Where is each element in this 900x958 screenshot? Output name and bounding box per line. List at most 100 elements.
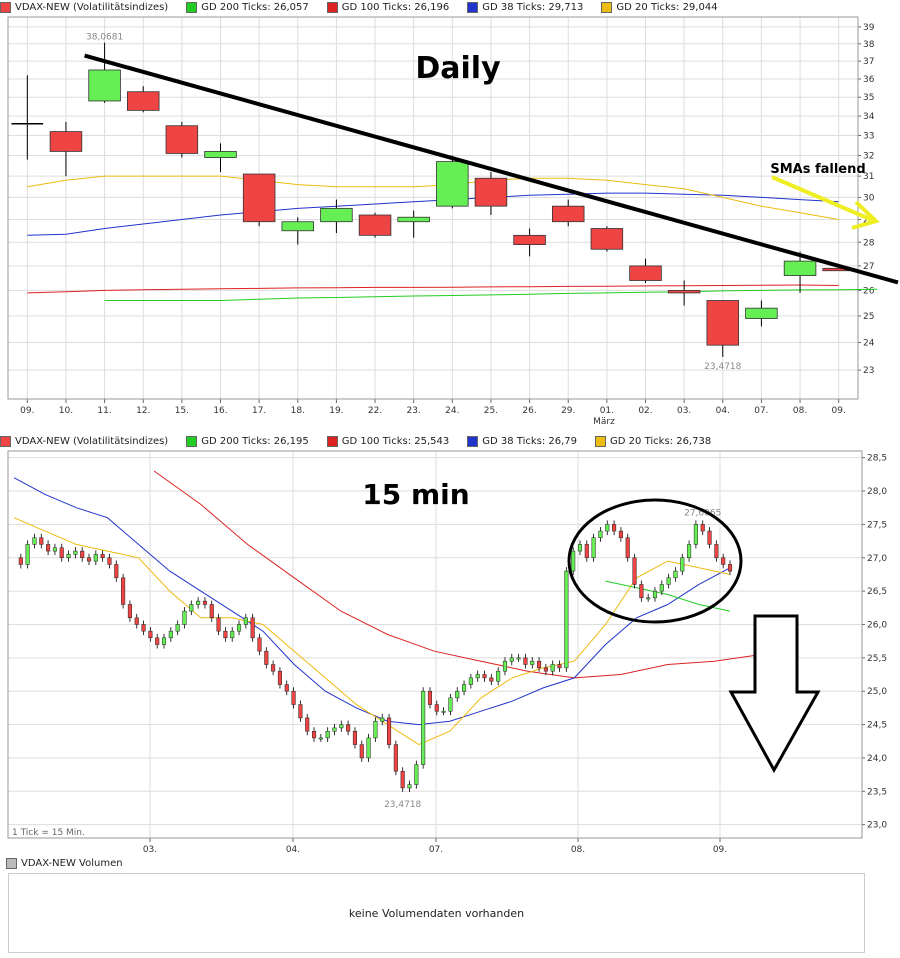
candle-body	[291, 690, 296, 705]
x-tick-label: 17.	[252, 406, 266, 416]
candle-body	[721, 557, 726, 565]
candle-body	[216, 617, 221, 632]
y-tick-label: 27,0	[867, 554, 887, 564]
legend-swatch	[326, 435, 338, 447]
tick-note: 1 Tick = 15 Min.	[12, 828, 85, 838]
x-tick-label: 19.	[329, 406, 343, 416]
candle-body	[632, 557, 637, 585]
legend-item: GD 38 Ticks: 29,713	[467, 1, 584, 13]
candle-body	[714, 544, 719, 559]
legend-item: GD 200 Ticks: 26,195	[186, 435, 309, 447]
candle-body	[502, 660, 508, 672]
candle-body	[612, 524, 617, 532]
candle-body	[475, 674, 480, 679]
candle-body	[687, 544, 692, 559]
candle-body	[537, 660, 542, 669]
y-tick-label: 35	[863, 93, 874, 103]
legend-label: VDAX-NEW (Volatilitätsindizes)	[15, 1, 169, 13]
y-tick-label: 33	[863, 131, 874, 141]
y-tick-label: 23,5	[867, 787, 887, 797]
y-tick-label: 28,5	[867, 454, 887, 464]
x-tick-label: 11.	[97, 406, 111, 416]
candle-body	[509, 657, 514, 662]
x-tick-label: 12.	[136, 406, 150, 416]
legend-label: GD 38 Ticks: 26,79	[482, 435, 578, 447]
candle-body	[557, 664, 562, 669]
candle-body	[598, 530, 603, 538]
legend-swatch	[601, 1, 613, 13]
candle-body	[455, 690, 460, 699]
candle-body	[271, 664, 276, 672]
candle-body	[427, 690, 433, 705]
candle-body	[284, 684, 289, 692]
legend-label: GD 38 Ticks: 29,713	[482, 1, 584, 13]
candle-body	[39, 537, 44, 545]
candle-body	[496, 670, 501, 682]
candle-body	[434, 704, 439, 712]
candle-body	[52, 547, 57, 552]
candle-body	[277, 670, 282, 685]
candle-body	[666, 577, 671, 585]
candle-body	[25, 544, 30, 565]
y-tick-label: 25,0	[867, 687, 887, 697]
x-tick-label: 07.	[429, 845, 443, 855]
candle-body	[680, 557, 685, 572]
candle-body	[629, 265, 662, 281]
candle-body	[380, 717, 385, 722]
y-tick-label: 31	[863, 172, 874, 182]
candle-body	[693, 524, 698, 545]
candle-body	[257, 637, 262, 652]
candle-body	[513, 234, 546, 245]
candle-body	[414, 764, 419, 785]
candle-body	[332, 727, 337, 732]
x-tick-label: 08.	[793, 406, 807, 416]
legend-item: GD 200 Ticks: 26,057	[186, 1, 309, 13]
value-label: 23,4718	[384, 800, 421, 810]
legend-item: GD 38 Ticks: 26,79	[467, 435, 578, 447]
candle-body	[516, 657, 521, 660]
legend-label: GD 200 Ticks: 26,057	[201, 1, 309, 13]
sma-annotation: SMAs fallend	[770, 162, 865, 177]
highlight-ellipse	[567, 498, 743, 624]
y-tick-label: 37	[863, 57, 874, 67]
y-tick-label: 24,5	[867, 721, 887, 731]
x-tick-label: 09.	[713, 845, 727, 855]
candle-body	[127, 604, 132, 619]
legend-swatch	[467, 435, 479, 447]
y-tick-label: 32	[863, 151, 874, 161]
plot-frame	[7, 450, 863, 839]
candle-body	[448, 697, 453, 712]
ma-line-gd100	[27, 284, 839, 294]
candle-body	[209, 604, 214, 619]
legend-item: GD 100 Ticks: 25,543	[326, 435, 449, 447]
volume-panel: keine Volumendaten vorhanden	[8, 873, 865, 953]
candle-body	[584, 544, 589, 559]
legend-swatch	[326, 1, 338, 13]
ma-line-gd38	[27, 192, 839, 236]
candle-body	[223, 630, 228, 639]
x-tick-label: 22.	[368, 406, 382, 416]
x-tick-label: 15.	[175, 406, 189, 416]
candle-body	[46, 544, 51, 552]
legend-item: VDAX-NEW (Volatilitätsindizes)	[0, 1, 169, 13]
legend-swatch	[6, 858, 17, 869]
ma-line-gd20	[27, 175, 839, 220]
legend-swatch	[467, 1, 479, 13]
y-tick-label: 28,0	[867, 487, 887, 497]
legend-swatch	[0, 435, 11, 447]
candle-body	[571, 550, 576, 572]
candle-body	[523, 657, 528, 665]
candle-body	[32, 537, 37, 545]
candle-body	[407, 784, 412, 789]
candle-body	[86, 557, 92, 562]
yellow-arrow	[771, 175, 873, 222]
x-tick-label: 01.	[600, 406, 614, 416]
candle-body	[646, 597, 651, 600]
daily-legend: VDAX-NEW (Volatilitätsindizes) GD 200 Ti…	[0, 0, 736, 14]
x-tick-label: 02.	[638, 406, 652, 416]
y-tick-label: 27,5	[867, 520, 887, 530]
candle-body	[126, 91, 160, 111]
candle-body	[236, 624, 242, 632]
candle-body	[114, 564, 119, 579]
candle-body	[281, 221, 315, 232]
